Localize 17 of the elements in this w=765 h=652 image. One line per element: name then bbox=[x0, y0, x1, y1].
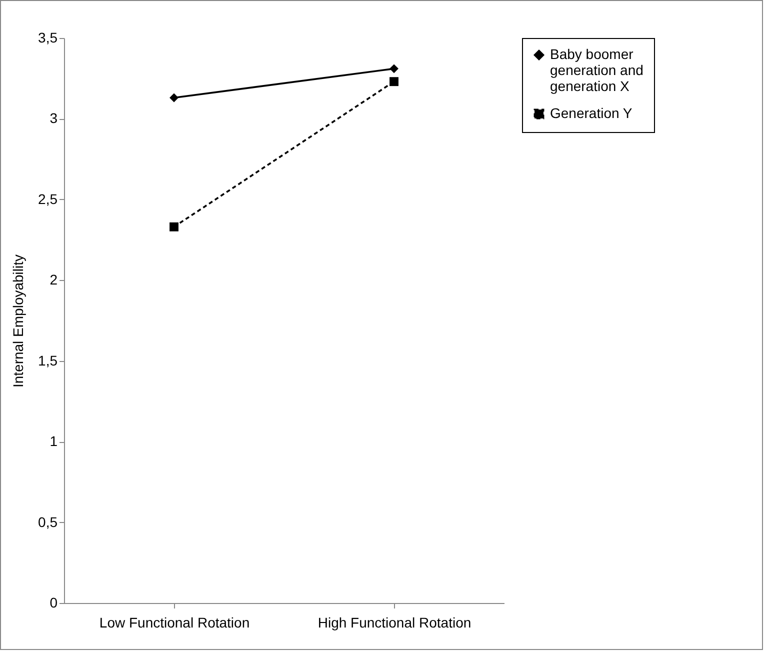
legend-label: Baby boomer generation and generation X bbox=[550, 46, 644, 94]
point bbox=[170, 93, 178, 102]
y-tick-label: 0,5 bbox=[38, 514, 58, 530]
y-tick-label: 1,5 bbox=[38, 352, 58, 368]
point bbox=[390, 64, 398, 74]
point bbox=[390, 77, 398, 86]
y-tick-label: 2,5 bbox=[38, 190, 58, 207]
y-tick-label: 1 bbox=[50, 433, 58, 450]
x-tick-label: Low Functional Rotation bbox=[99, 614, 250, 630]
y-tick-label: 0 bbox=[50, 594, 58, 610]
x-tick-label: High Functional Rotation bbox=[318, 614, 472, 630]
y-axis-title: Internal Employability bbox=[10, 254, 26, 388]
y-tick-label: 3 bbox=[50, 110, 58, 126]
y-tick-label: 2 bbox=[50, 272, 58, 288]
y-tick-label: 3,5 bbox=[38, 30, 58, 46]
legend-label: Generation Y bbox=[550, 105, 633, 121]
point bbox=[170, 222, 178, 232]
